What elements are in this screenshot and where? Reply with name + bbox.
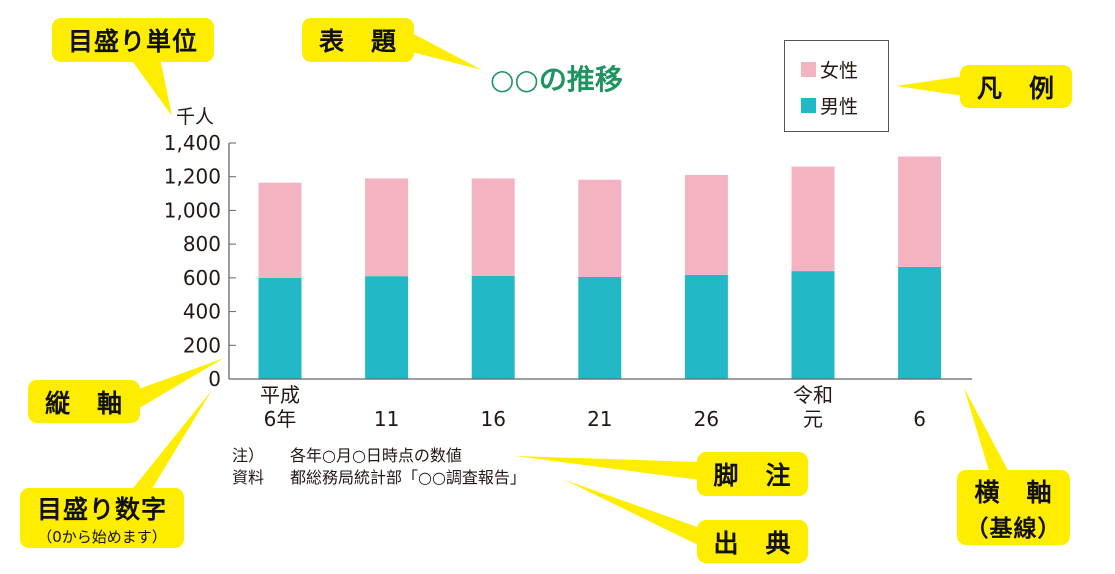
bar-segment-female: [684, 175, 728, 275]
x-category-label-era: 平成: [260, 383, 300, 407]
chart-title: ○○の推移: [490, 63, 623, 96]
legend-label-female: 女性: [820, 59, 859, 82]
legend-item-male: 男性: [801, 87, 888, 123]
legend-label-male: 男性: [820, 95, 859, 118]
bar-segment-female: [791, 166, 835, 272]
bar-segment-male: [791, 271, 835, 379]
callout-vertical-axis: 縦 軸: [28, 380, 140, 423]
bar-segment-male: [578, 277, 622, 379]
callout-horizontal-axis: 横 軸 （基線）: [957, 470, 1070, 545]
y-tick-label: 200: [183, 333, 221, 357]
pointer-horizontal-axis: [964, 388, 1010, 474]
x-category-label: 6年: [264, 407, 297, 431]
x-category-label-era: 令和: [793, 383, 833, 407]
source-label: 資料: [232, 468, 265, 487]
female-swatch: [801, 61, 816, 77]
bar-segment-male: [471, 275, 515, 379]
x-category-label: 21: [587, 407, 612, 431]
bar-segment-female: [258, 182, 302, 278]
footnotes: 注） 各年○月○日時点の数値 資料 都総務局統計部「○○調査報告」: [232, 445, 526, 489]
callout-scale-unit: 目盛り単位: [52, 18, 214, 62]
x-category-label: 6: [913, 407, 926, 431]
bar-segment-female: [471, 178, 515, 276]
y-tick-label: 800: [183, 232, 221, 256]
callout-footnote-text: 脚 注: [713, 461, 792, 490]
callout-legend-text: 凡 例: [976, 73, 1055, 103]
bar-segment-female: [578, 179, 622, 278]
callout-footnote: 脚 注: [697, 452, 808, 496]
bar-segment-male: [258, 277, 302, 379]
callout-legend: 凡 例: [960, 65, 1072, 108]
bar-segment-female: [898, 156, 942, 267]
callout-scale-numbers-text: 目盛り数字: [36, 494, 167, 524]
legend: 女性 男性: [784, 40, 889, 132]
y-tick-label: 1,000: [164, 198, 221, 222]
y-tick-label: 600: [183, 266, 221, 290]
callout-horizontal-axis-text: 横 軸: [974, 477, 1053, 507]
x-category-label: 11: [374, 407, 399, 431]
pointer-vertical-axis: [136, 358, 224, 410]
callout-horizontal-axis-sub: （基線）: [965, 515, 1062, 542]
source-text: 都総務局統計部「○○調査報告」: [290, 468, 526, 487]
pointer-scale-numbers: [130, 390, 212, 492]
footnote-row: 注） 各年○月○日時点の数値: [232, 445, 526, 467]
callout-title-text: 表 題: [318, 27, 397, 56]
bar-segment-female: [365, 178, 409, 277]
source-row: 資料 都総務局統計部「○○調査報告」: [232, 467, 526, 489]
legend-item-female: 女性: [801, 51, 888, 87]
bar-segment-male: [365, 276, 409, 379]
note-text: 各年○月○日時点の数値: [290, 446, 462, 465]
callout-source-text: 出 典: [713, 528, 792, 558]
x-category-label: 16: [480, 407, 505, 431]
y-tick-label: 1,200: [164, 165, 221, 189]
y-tick-label: 400: [183, 300, 221, 324]
callout-scale-numbers-sub: （0から始めます）: [37, 527, 167, 546]
pointer-title: [410, 32, 482, 70]
note-label: 注）: [232, 446, 265, 465]
callout-scale-numbers: 目盛り数字 （0から始めます）: [20, 488, 184, 548]
y-tick-label: 1,400: [164, 131, 221, 155]
callout-title: 表 題: [302, 18, 414, 62]
bar-segment-male: [684, 274, 728, 379]
male-swatch: [801, 97, 816, 113]
callout-vertical-axis-text: 縦 軸: [44, 388, 123, 418]
bar-segment-male: [898, 266, 942, 379]
pointer-footnote: [515, 456, 700, 480]
y-tick-label: 0: [208, 367, 221, 391]
callout-scale-unit-text: 目盛り単位: [67, 27, 198, 56]
callout-source: 出 典: [697, 520, 808, 563]
x-category-label: 元: [803, 407, 823, 431]
y-axis-unit: 千人: [176, 106, 215, 128]
x-category-label: 26: [694, 407, 719, 431]
pointer-source: [565, 480, 700, 546]
pointer-scale-unit: [130, 58, 172, 116]
pointer-legend: [896, 76, 964, 96]
